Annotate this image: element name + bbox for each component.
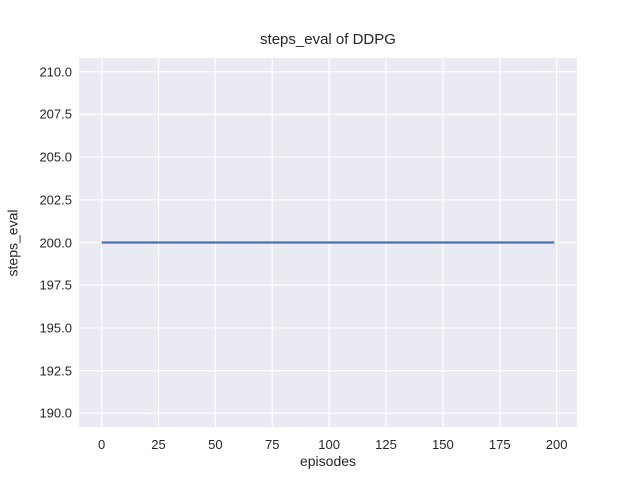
y-tick-label: 200.0 — [39, 235, 72, 250]
y-tick-label: 205.0 — [39, 149, 72, 165]
y-tick-label: 195.0 — [39, 320, 72, 336]
x-tick-label: 150 — [432, 437, 454, 452]
x-tick-label: 0 — [98, 437, 106, 452]
y-tick-label: 197.5 — [39, 277, 72, 293]
x-axis-label: episodes — [299, 453, 357, 469]
plot-area — [79, 58, 577, 427]
plot-canvas — [79, 58, 577, 427]
y-tick-label: 207.5 — [39, 106, 72, 122]
x-tick-label: 125 — [375, 437, 397, 452]
x-tick-label: 175 — [488, 437, 511, 452]
y-tick-label: 192.5 — [39, 363, 72, 379]
x-tick-label: 75 — [265, 437, 280, 452]
y-tick-label: 190.0 — [39, 405, 72, 421]
x-tick-label: 200 — [545, 437, 568, 452]
x-tick-label: 50 — [208, 437, 223, 452]
y-tick-label: 210.0 — [39, 64, 72, 80]
x-tick-label: 25 — [151, 437, 166, 452]
y-tick-label: 202.5 — [39, 192, 72, 208]
chart-title: steps_eval of DDPG — [260, 31, 396, 48]
x-tick-label: 100 — [318, 437, 340, 452]
